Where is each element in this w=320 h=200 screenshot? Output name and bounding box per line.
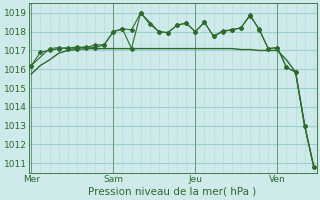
X-axis label: Pression niveau de la mer( hPa ): Pression niveau de la mer( hPa ) bbox=[88, 187, 257, 197]
